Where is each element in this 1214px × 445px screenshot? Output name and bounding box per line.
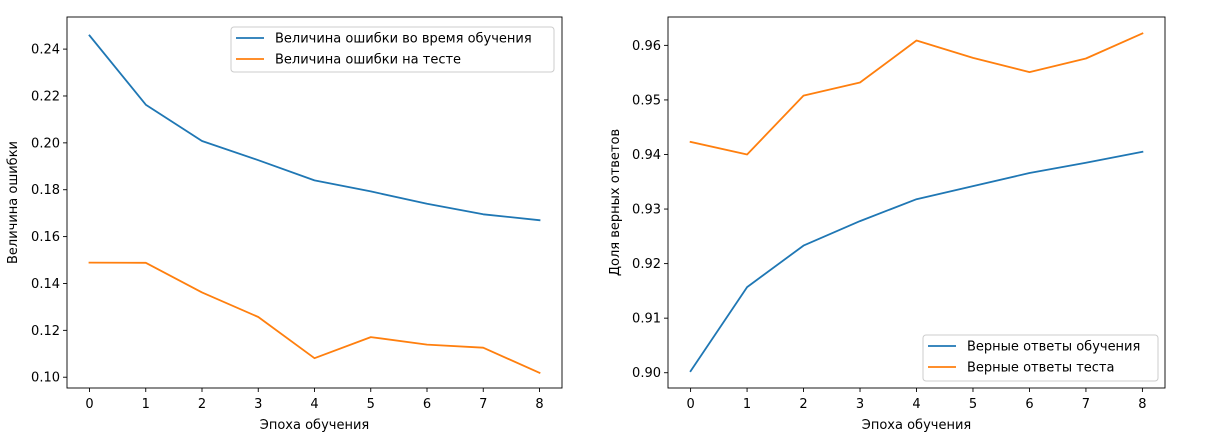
x-tick-label: 8 — [535, 397, 543, 412]
y-tick-label: 0.95 — [632, 93, 661, 108]
x-tick-label: 1 — [142, 397, 150, 412]
chart-2: 0 1 2 3 4 5 6 7 8 0.90 0.91 0.92 0.93 0.94 0.95 0.96 Эпо… — [608, 16, 1166, 433]
y-tick-label: 0.90 — [632, 366, 661, 381]
y-tick-label: 0.94 — [632, 148, 661, 163]
y-tick-label: 0.18 — [31, 183, 60, 198]
plot-area — [667, 16, 1166, 389]
y-tick-label: 0.14 — [31, 277, 60, 292]
legend-label-1: Верные ответы обучения — [967, 340, 1140, 355]
series-line-2 — [689, 32, 1144, 156]
x-axis-label: Эпоха обучения — [862, 418, 971, 433]
y-tick-label: 0.92 — [632, 257, 661, 272]
y-tick-label: 0.12 — [31, 324, 60, 339]
y-tick-label: 0.16 — [31, 230, 60, 245]
x-tick-label: 1 — [743, 397, 751, 412]
y-tick-label: 0.22 — [31, 89, 60, 104]
series-line-2 — [88, 261, 541, 374]
x-tick-label: 0 — [686, 397, 694, 412]
x-axis-label: Эпоха обучения — [260, 418, 369, 433]
y-tick-label: 0.93 — [632, 203, 661, 218]
x-tick-label: 5 — [367, 397, 375, 412]
legend-box — [230, 26, 555, 73]
y-tick-label: 0.96 — [632, 39, 661, 54]
x-tick-label: 5 — [969, 397, 977, 412]
x-tick-label: 3 — [856, 397, 864, 412]
plot-area — [66, 16, 563, 389]
chart-1: 0 1 2 3 4 5 6 7 8 0.10 0.12 0.14 0.16 0.18 0.20 0.22 0.2… — [6, 16, 563, 433]
y-axis-label: Доля верных ответов — [608, 129, 623, 276]
x-tick-label: 8 — [1138, 397, 1146, 412]
legend-label-2: Верные ответы теста — [967, 361, 1114, 376]
legend-label-2: Величина ошибки на тесте — [275, 53, 461, 68]
series-line-1 — [689, 150, 1144, 373]
y-tick-label: 0.10 — [31, 371, 60, 386]
x-tick-label: 3 — [254, 397, 262, 412]
y-tick-label: 0.24 — [31, 43, 60, 58]
x-tick-label: 6 — [423, 397, 431, 412]
x-tick-label: 7 — [1082, 397, 1090, 412]
x-tick-label: 2 — [198, 397, 206, 412]
x-tick-label: 7 — [479, 397, 487, 412]
y-tick-label: 0.91 — [632, 312, 661, 327]
y-axis-label: Величина ошибки — [6, 141, 21, 264]
x-tick-label: 0 — [85, 397, 93, 412]
x-tick-label: 4 — [310, 397, 318, 412]
x-tick-label: 2 — [799, 397, 807, 412]
series-line-1 — [88, 34, 541, 222]
x-tick-label: 4 — [912, 397, 920, 412]
legend-label-1: Величина ошибки во время обучения — [275, 32, 532, 47]
x-tick-label: 6 — [1025, 397, 1033, 412]
legend-box — [922, 334, 1159, 382]
y-tick-label: 0.20 — [31, 136, 60, 151]
